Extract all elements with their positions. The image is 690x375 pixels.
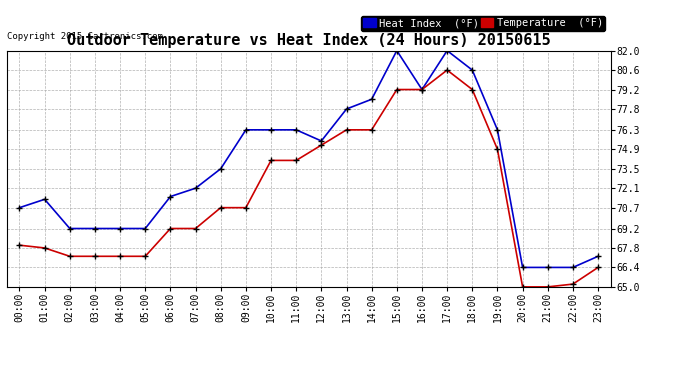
Title: Outdoor Temperature vs Heat Index (24 Hours) 20150615: Outdoor Temperature vs Heat Index (24 Ho… <box>67 33 551 48</box>
Text: Copyright 2015 Cartronics.com: Copyright 2015 Cartronics.com <box>7 32 163 41</box>
Legend: Heat Index  (°F), Temperature  (°F): Heat Index (°F), Temperature (°F) <box>361 16 605 31</box>
